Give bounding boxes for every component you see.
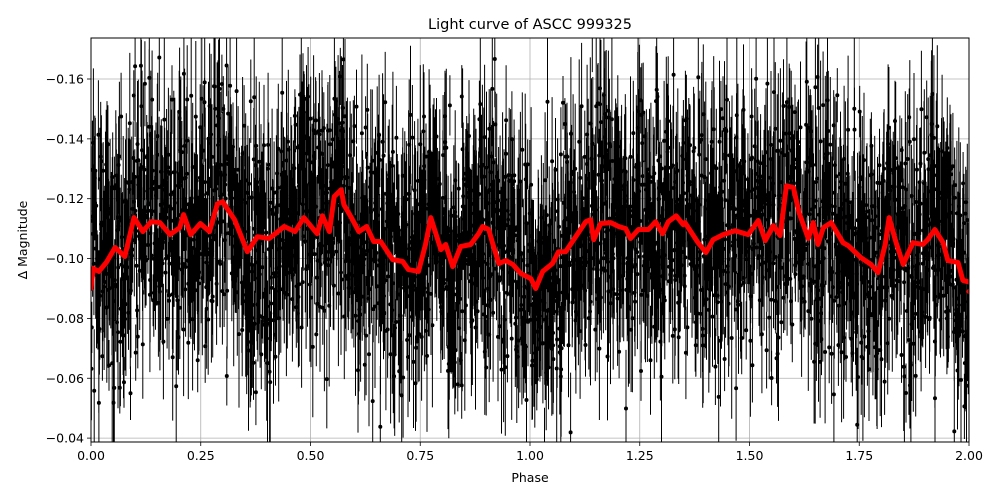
y-tick-label: −0.04 [46, 431, 84, 446]
x-tick-label: 1.75 [845, 448, 873, 463]
x-axis-ticks: 0.00 0.25 0.50 0.75 1.00 1.25 1.50 1.75 2.00 [77, 442, 983, 463]
x-tick-label: 1.50 [736, 448, 764, 463]
x-tick-label: 0.50 [297, 448, 325, 463]
x-tick-label: 1.00 [516, 448, 544, 463]
x-axis-label: Phase [511, 470, 549, 485]
observation-points [91, 38, 969, 442]
y-tick-label: −0.08 [46, 311, 84, 326]
y-tick-label: −0.14 [46, 131, 84, 146]
x-tick-label: 1.25 [626, 448, 654, 463]
y-axis-ticks: −0.16 −0.14 −0.12 −0.10 −0.08 −0.06 −0.04 [46, 71, 91, 446]
y-tick-label: −0.12 [46, 191, 84, 206]
y-axis-label: Δ Magnitude [15, 200, 30, 279]
y-tick-label: −0.06 [46, 371, 84, 386]
x-tick-label: 2.00 [955, 448, 983, 463]
binned-mean-line [91, 183, 969, 294]
y-tick-label: −0.10 [46, 251, 84, 266]
x-tick-label: 0.00 [77, 448, 105, 463]
chart-title: Light curve of ASCC 999325 [428, 17, 632, 33]
x-tick-label: 0.25 [187, 448, 215, 463]
x-tick-label: 0.75 [406, 448, 434, 463]
y-tick-label: −0.16 [46, 71, 84, 86]
